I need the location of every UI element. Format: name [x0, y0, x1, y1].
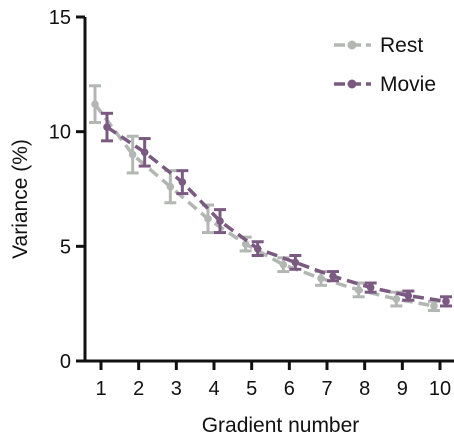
x-tick-label: 5: [246, 378, 257, 400]
legend-swatch-marker: [347, 40, 357, 50]
x-tick-label: 4: [208, 378, 219, 400]
y-tick-label: 0: [60, 351, 71, 373]
x-tick-label: 6: [284, 378, 295, 400]
data-point: [204, 215, 212, 223]
legend-label: Movie: [380, 73, 436, 96]
data-point: [317, 274, 325, 283]
data-point: [253, 244, 262, 253]
data-point: [442, 297, 450, 306]
series-line-movie: [106, 125, 447, 304]
chart-axes: [83, 17, 454, 363]
data-point: [216, 217, 224, 225]
data-point: [291, 258, 300, 267]
data-point: [91, 100, 99, 108]
legend-item-rest: Rest: [334, 34, 423, 57]
data-point: [128, 150, 137, 159]
x-tick-label: 3: [171, 378, 182, 400]
data-point: [430, 302, 438, 310]
data-point: [103, 123, 111, 131]
legend-item-movie: Movie: [334, 73, 436, 96]
data-point: [354, 286, 363, 294]
x-tick-label: 2: [133, 378, 144, 400]
series-line-rest: [93, 103, 435, 308]
series-movie: [101, 111, 452, 308]
series-rest: [89, 84, 440, 313]
legend: Rest Movie: [334, 34, 436, 96]
x-tick-label: 7: [321, 378, 332, 400]
x-tick-label: 1: [95, 378, 106, 400]
x-axis-title: Gradient number: [202, 414, 360, 437]
data-point: [366, 283, 375, 292]
y-tick-label: 15: [49, 7, 71, 29]
y-axis-ticks: 0 5 10 15: [49, 7, 85, 373]
y-tick-label: 5: [60, 236, 71, 258]
data-point: [404, 291, 413, 300]
x-tick-label: 10: [429, 378, 451, 400]
data-point: [166, 182, 175, 191]
series-layer: [89, 84, 452, 313]
x-tick-label: 9: [397, 378, 408, 400]
y-axis-title: Variance (%): [9, 139, 32, 259]
x-tick-label: 8: [359, 378, 370, 400]
data-point: [178, 178, 187, 186]
y-tick-label: 10: [49, 122, 71, 144]
data-point: [392, 295, 401, 303]
data-point: [329, 272, 337, 280]
legend-swatch-marker: [347, 79, 357, 89]
data-point: [279, 260, 288, 269]
legend-label: Rest: [380, 34, 423, 57]
data-point: [241, 240, 250, 248]
x-axis-ticks: 1 2 3 4 5 6 7 8 9 10: [95, 361, 451, 400]
data-point: [140, 148, 149, 157]
